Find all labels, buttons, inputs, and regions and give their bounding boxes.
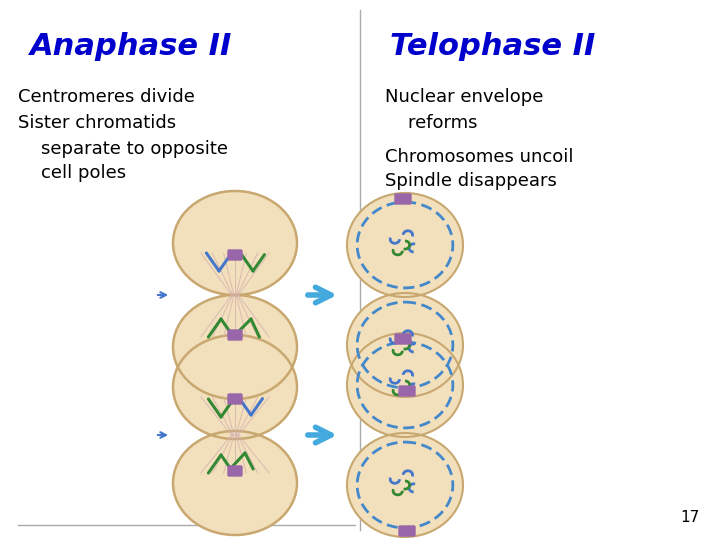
Text: Telophase II: Telophase II [390, 32, 595, 61]
FancyBboxPatch shape [395, 194, 411, 204]
Text: Nuclear envelope: Nuclear envelope [385, 88, 544, 106]
Text: cell poles: cell poles [18, 164, 126, 182]
FancyBboxPatch shape [395, 334, 411, 344]
FancyBboxPatch shape [228, 394, 242, 404]
Text: Spindle disappears: Spindle disappears [385, 172, 557, 190]
Ellipse shape [347, 293, 463, 397]
Ellipse shape [173, 191, 297, 295]
Text: 17: 17 [680, 510, 700, 525]
Ellipse shape [347, 433, 463, 537]
FancyBboxPatch shape [399, 386, 415, 396]
Text: Centromeres divide: Centromeres divide [18, 88, 195, 106]
Ellipse shape [173, 431, 297, 535]
Text: reforms: reforms [385, 114, 477, 132]
Text: Chromosomes uncoil: Chromosomes uncoil [385, 148, 574, 166]
FancyBboxPatch shape [228, 250, 242, 260]
Ellipse shape [173, 335, 297, 439]
FancyBboxPatch shape [228, 330, 242, 340]
FancyBboxPatch shape [228, 466, 242, 476]
Text: separate to opposite: separate to opposite [18, 140, 228, 158]
Ellipse shape [347, 333, 463, 437]
Ellipse shape [347, 193, 463, 297]
FancyBboxPatch shape [399, 526, 415, 536]
Ellipse shape [173, 295, 297, 399]
Text: Sister chromatids: Sister chromatids [18, 114, 176, 132]
Text: Anaphase II: Anaphase II [30, 32, 233, 61]
